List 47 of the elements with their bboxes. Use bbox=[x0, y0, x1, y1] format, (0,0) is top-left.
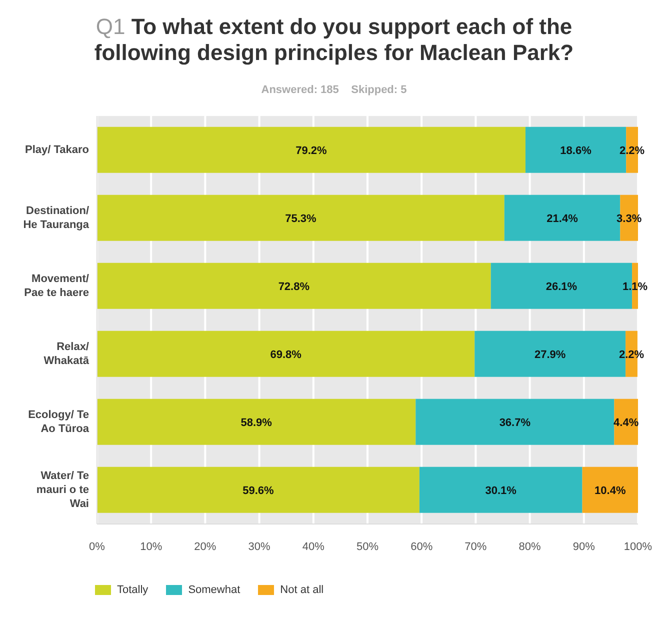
data-label: 2.2% bbox=[618, 348, 644, 361]
y-tick-label: Water/ Te mauri o te Wai bbox=[36, 470, 89, 510]
chart-title: Q1 To what extent do you support each of the following design principles for Maclean Park? bbox=[93, 13, 575, 66]
data-label: 18.6% bbox=[560, 144, 592, 157]
legend-label: Not at all bbox=[279, 584, 324, 596]
bar bbox=[416, 398, 614, 445]
data-label: 27.9% bbox=[534, 348, 566, 361]
legend-label: Totally bbox=[116, 584, 148, 596]
bar bbox=[97, 398, 416, 445]
data-label: 79.2% bbox=[296, 144, 328, 157]
y-tick-label: Play/ Takaro bbox=[25, 144, 90, 156]
x-tick-label: 70% bbox=[464, 540, 487, 553]
data-label: 2.2% bbox=[620, 144, 645, 157]
x-tick-label: 30% bbox=[248, 540, 271, 553]
y-tick-label: Relax/ Whakatā bbox=[44, 341, 90, 367]
data-label: 30.1% bbox=[485, 484, 517, 497]
data-label: 59.6% bbox=[242, 484, 274, 497]
bar bbox=[97, 262, 491, 309]
chart-subtitle: Answered: 185 Skipped: 5 bbox=[260, 84, 408, 96]
x-tick-label: 90% bbox=[572, 540, 596, 553]
y-tick-label: Destination/ He Tauranga bbox=[23, 205, 90, 231]
y-tick-label: Movement/ Pae te haere bbox=[24, 273, 89, 299]
data-label: 21.4% bbox=[546, 212, 578, 225]
bar bbox=[582, 466, 638, 513]
x-tick-label: 80% bbox=[518, 540, 542, 553]
data-label: 1.1% bbox=[622, 280, 648, 293]
x-tick-label: 100% bbox=[624, 540, 652, 553]
data-label: 72.8% bbox=[278, 280, 310, 293]
x-tick-label: 0% bbox=[89, 540, 106, 553]
bar bbox=[419, 466, 582, 513]
x-tick-label: 40% bbox=[302, 540, 325, 553]
data-label: 26.1% bbox=[546, 280, 578, 293]
bar bbox=[97, 126, 526, 173]
bar bbox=[97, 194, 504, 241]
data-label: 10.4% bbox=[594, 484, 626, 497]
legend-label: Somewhat bbox=[187, 584, 240, 596]
bar bbox=[97, 466, 420, 513]
y-tick-label: Ecology/ Te Ao Tūroa bbox=[28, 409, 90, 435]
data-label: 36.7% bbox=[499, 416, 531, 429]
x-tick-label: 20% bbox=[194, 540, 216, 553]
data-label: 69.8% bbox=[270, 348, 302, 361]
x-tick-label: 10% bbox=[140, 540, 162, 553]
data-label: 58.9% bbox=[240, 416, 272, 429]
data-label: 75.3% bbox=[285, 212, 316, 225]
x-tick-label: 60% bbox=[410, 540, 433, 553]
x-tick-label: 50% bbox=[356, 540, 379, 553]
bar bbox=[97, 330, 475, 377]
